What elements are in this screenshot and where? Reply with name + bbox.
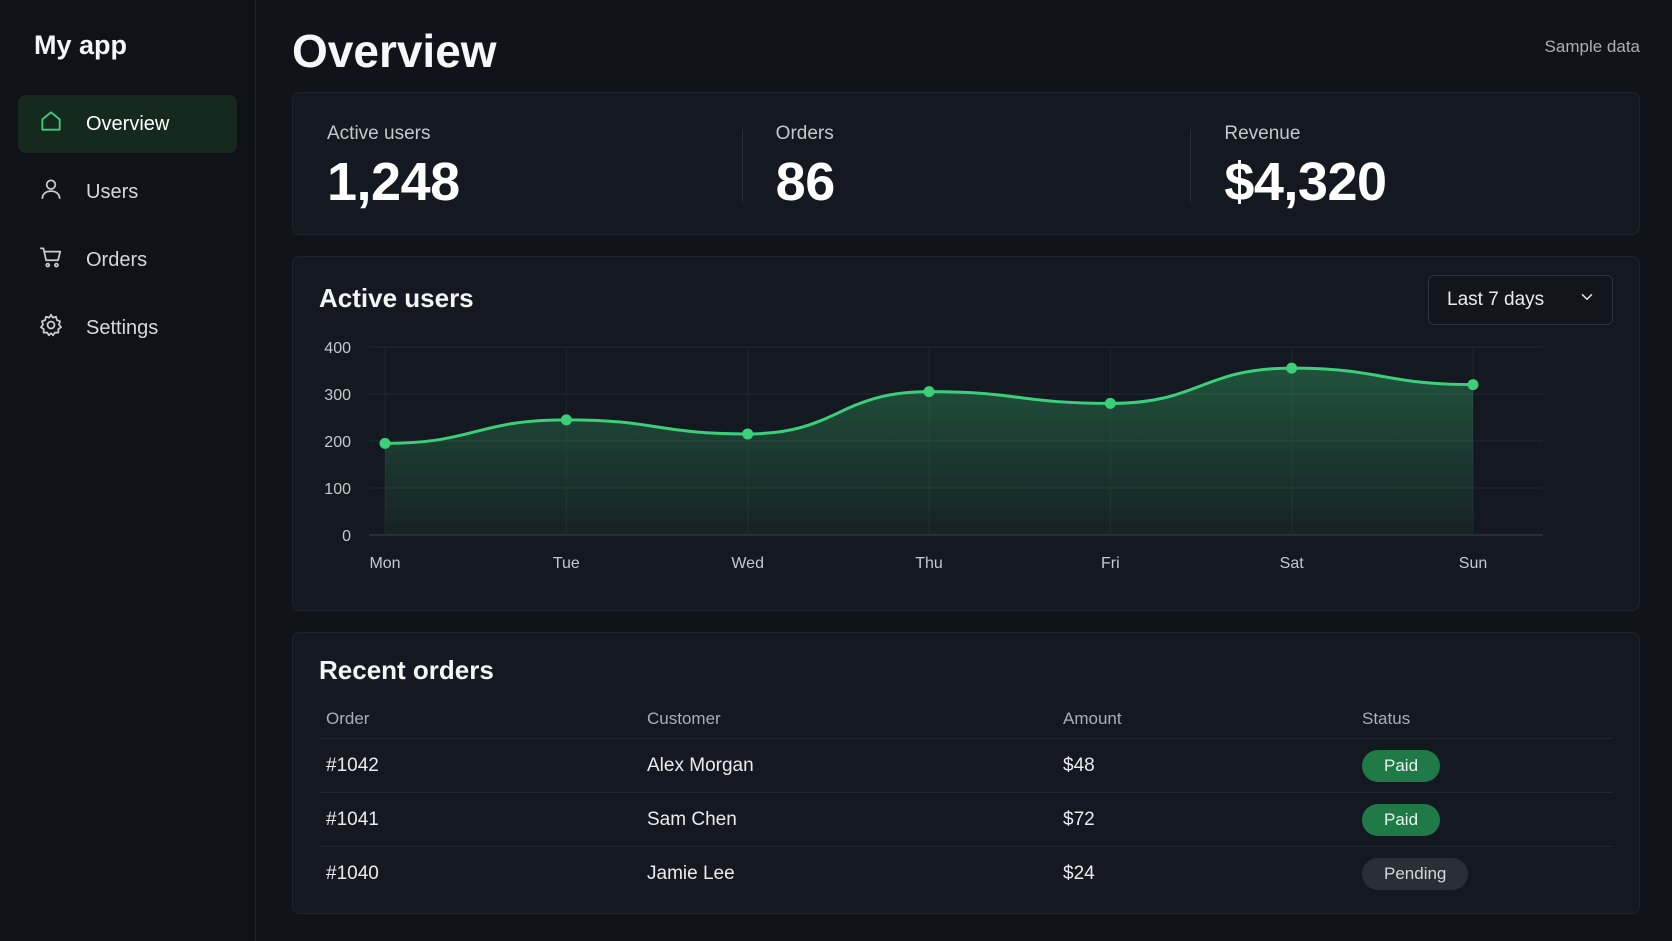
data-point — [1286, 362, 1298, 374]
column-header-amount: Amount — [1063, 708, 1122, 728]
kpi-revenue: Revenue $4,320 — [1190, 93, 1639, 234]
kpi-label: Revenue — [1224, 123, 1301, 144]
column-header-status: Status — [1362, 708, 1411, 728]
orders-table: Order Customer Amount Status #1042 Alex … — [319, 699, 1613, 901]
kpi-value: $4,320 — [1224, 152, 1387, 212]
customer-name: Sam Chen — [647, 808, 737, 830]
order-amount: $48 — [1063, 754, 1095, 776]
sidebar-item-users[interactable]: Users — [18, 163, 237, 221]
status-badge: Paid — [1362, 749, 1441, 782]
x-tick-label: Sat — [1280, 555, 1305, 572]
sidebar-item-label: Orders — [86, 248, 148, 271]
chevron-down-icon — [1578, 288, 1596, 312]
status-badge: Paid — [1362, 803, 1441, 836]
cart-icon — [38, 244, 64, 276]
order-id: #1041 — [326, 808, 379, 830]
order-id: #1040 — [326, 863, 379, 884]
date-range-value: Last 7 days — [1447, 289, 1545, 310]
data-point — [923, 386, 935, 398]
x-tick-label: Thu — [915, 555, 943, 572]
sidebar-item-overview[interactable]: Overview — [18, 95, 237, 153]
chart-title: Active users — [319, 283, 474, 313]
table-header: Order Customer Amount Status — [319, 699, 1613, 739]
x-tick-label: Sun — [1459, 555, 1487, 572]
sidebar-item-orders[interactable]: Orders — [18, 231, 237, 289]
user-icon — [38, 176, 64, 208]
recent-orders-card: Recent orders Order Customer Amount Stat… — [292, 632, 1640, 914]
date-range-select[interactable]: Last 7 days — [1428, 275, 1613, 325]
data-point — [560, 414, 572, 426]
y-tick-label: 400 — [324, 340, 351, 357]
customer-name: Jamie Lee — [647, 863, 735, 884]
y-tick-label: 0 — [342, 528, 351, 545]
data-point — [1467, 379, 1479, 391]
active-users-chart: 0 100 200 300 400 Mon Tue Wed Thu Fri Sat Sun — [324, 340, 1543, 572]
page-title: Overview — [292, 25, 497, 77]
active-users-chart-card: 0 100 200 300 400 Mon Tue Wed Thu Fri Sat Sun Activ… — [292, 256, 1640, 611]
y-tick-label: 300 — [324, 387, 351, 404]
home-icon — [38, 108, 64, 140]
sidebar-item-settings[interactable]: Settings — [18, 299, 237, 357]
gear-icon — [38, 312, 64, 344]
sidebar-item-label: Settings — [86, 316, 159, 339]
x-tick-label: Tue — [553, 555, 580, 572]
data-point — [742, 428, 754, 440]
table-row[interactable]: #1040 Jamie Lee $24 Pending — [319, 847, 1613, 901]
table-row[interactable]: #1041 Sam Chen $72 Paid — [319, 793, 1613, 847]
sidebar-item-label: Users — [86, 180, 139, 203]
kpi-label: Orders — [775, 123, 834, 144]
customer-name: Alex Morgan — [647, 754, 754, 776]
x-tick-label: Mon — [369, 555, 400, 572]
column-header-customer: Customer — [647, 708, 721, 728]
series-area — [385, 368, 1473, 535]
main-content: Overview Sample data Active users 1,248 … — [256, 0, 1672, 941]
orders-title: Recent orders — [319, 655, 494, 685]
sidebar: My app Overview Users — [0, 0, 256, 941]
column-header-order: Order — [326, 708, 370, 728]
table-row[interactable]: #1042 Alex Morgan $48 Paid — [319, 739, 1613, 793]
y-tick-label: 200 — [324, 434, 351, 451]
y-tick-label: 100 — [324, 481, 351, 498]
kpi-label: Active users — [327, 123, 431, 144]
kpi-orders: Orders 86 — [741, 93, 1191, 234]
data-point — [379, 437, 391, 449]
order-amount: $24 — [1063, 863, 1095, 884]
x-tick-label: Wed — [731, 555, 764, 572]
order-amount: $72 — [1063, 808, 1095, 830]
data-point — [1104, 397, 1116, 409]
sidebar-item-label: Overview — [86, 112, 170, 135]
x-tick-label: Fri — [1101, 555, 1120, 572]
status-badge: Pending — [1362, 858, 1469, 890]
order-id: #1042 — [326, 754, 379, 776]
kpi-value: 1,248 — [327, 152, 460, 212]
sample-data-label: Sample data — [1544, 37, 1640, 56]
app-name: My app — [34, 30, 128, 60]
kpi-card: Active users 1,248 Orders 86 Revenue $4,… — [292, 92, 1640, 235]
kpi-active-users: Active users 1,248 — [293, 93, 742, 234]
kpi-value: 86 — [775, 152, 836, 212]
